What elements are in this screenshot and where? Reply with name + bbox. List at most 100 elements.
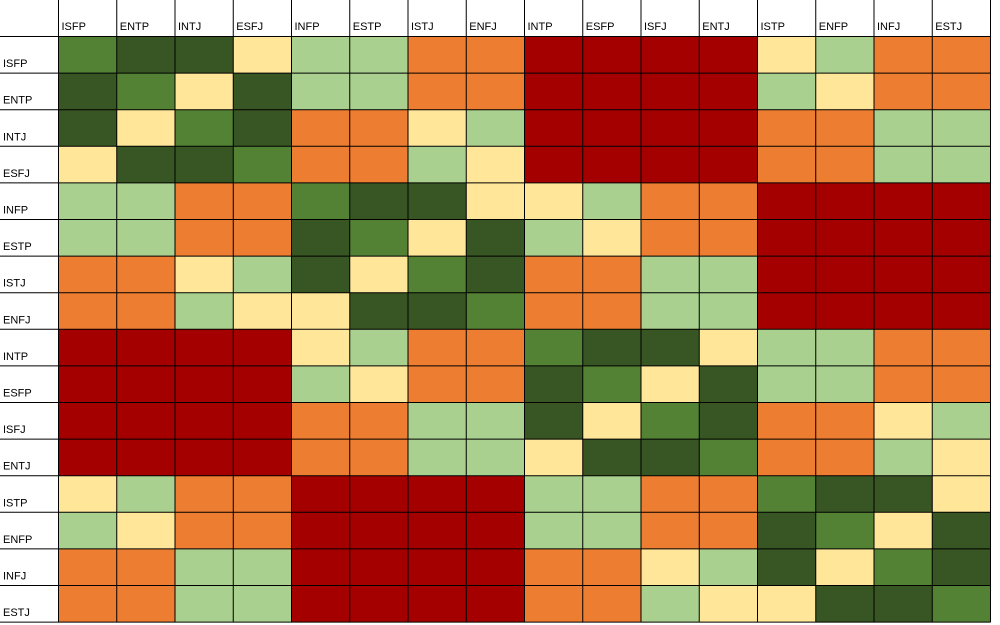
cell-infj-entj <box>699 548 758 586</box>
cell-intp-intj <box>175 329 234 366</box>
cell-entj-istj <box>408 439 467 476</box>
cell-esfj-estp <box>349 146 408 183</box>
cell-entp-entp <box>116 73 175 110</box>
cell-isfp-enfj <box>466 36 525 74</box>
cell-estj-entp <box>116 585 175 623</box>
cell-enfp-isfj <box>641 512 700 549</box>
cell-esfj-intj <box>175 146 234 183</box>
cell-entp-intp <box>524 73 583 110</box>
cell-estj-esfj <box>233 585 292 623</box>
cell-infp-estj <box>932 182 991 220</box>
cell-intp-enfj <box>466 329 525 366</box>
cell-istp-intp <box>524 475 583 513</box>
cell-isfj-entj <box>699 402 758 440</box>
cell-entp-enfp <box>815 73 874 110</box>
cell-infp-intj <box>175 182 234 220</box>
cell-infp-infp <box>291 182 350 220</box>
cell-estj-enfp <box>815 585 874 623</box>
cell-intj-esfj <box>233 109 292 147</box>
cell-entp-infp <box>291 73 350 110</box>
cell-isfp-entj <box>699 36 758 74</box>
cell-infp-entj <box>699 182 758 220</box>
cell-enfj-entp <box>116 292 175 330</box>
row-header-istp: ISTP <box>3 497 27 509</box>
cell-isfp-isfj <box>641 36 700 74</box>
cell-isfj-estp <box>349 402 408 440</box>
cell-entp-enfj <box>466 73 525 110</box>
cell-infj-isfp <box>58 548 117 586</box>
column-header-esfp: ESFP <box>586 21 615 33</box>
cell-esfp-enfj <box>466 365 525 403</box>
cell-istp-estp <box>349 475 408 513</box>
column-header-entj: ENTJ <box>702 21 730 33</box>
column-header-enfj: ENFJ <box>469 21 497 33</box>
cell-esfj-entj <box>699 146 758 183</box>
cell-istj-infj <box>874 256 933 293</box>
cell-infj-estj <box>932 548 991 586</box>
cell-estp-intj <box>175 219 234 257</box>
cell-istp-isfp <box>58 475 117 513</box>
cell-estj-infp <box>291 585 350 623</box>
cell-esfp-esfj <box>233 365 292 403</box>
cell-enfp-istj <box>408 512 467 549</box>
cell-enfj-isfp <box>58 292 117 330</box>
cell-istj-enfj <box>466 256 525 293</box>
row-header-estp: ESTP <box>3 241 32 253</box>
cell-esfp-infp <box>291 365 350 403</box>
cell-entp-istp <box>757 73 816 110</box>
cell-istp-entj <box>699 475 758 513</box>
cell-enfj-infp <box>291 292 350 330</box>
cell-intp-esfj <box>233 329 292 366</box>
cell-infj-estp <box>349 548 408 586</box>
cell-istj-intj <box>175 256 234 293</box>
cell-infj-infp <box>291 548 350 586</box>
cell-isfp-estj <box>932 36 991 74</box>
cell-esfj-esfj <box>233 146 292 183</box>
cell-infj-enfj <box>466 548 525 586</box>
cell-estj-isfj <box>641 585 700 623</box>
cell-intp-estj <box>932 329 991 366</box>
cell-isfj-isfj <box>641 402 700 440</box>
cell-esfj-estj <box>932 146 991 183</box>
column-header-intp: INTP <box>528 21 553 33</box>
cell-enfj-infj <box>874 292 933 330</box>
cell-infp-enfj <box>466 182 525 220</box>
cell-infp-entp <box>116 182 175 220</box>
cell-istp-infp <box>291 475 350 513</box>
cell-istj-estp <box>349 256 408 293</box>
cell-enfp-infp <box>291 512 350 549</box>
cell-enfj-intp <box>524 292 583 330</box>
cell-istj-entp <box>116 256 175 293</box>
cell-intp-istp <box>757 329 816 366</box>
cell-entj-esfp <box>582 439 641 476</box>
cell-enfj-esfp <box>582 292 641 330</box>
cell-entj-istp <box>757 439 816 476</box>
cell-entp-estp <box>349 73 408 110</box>
cell-enfp-entj <box>699 512 758 549</box>
cell-infj-intj <box>175 548 234 586</box>
cell-enfp-infj <box>874 512 933 549</box>
cell-istj-istj <box>408 256 467 293</box>
cell-infj-esfp <box>582 548 641 586</box>
cell-esfj-isfj <box>641 146 700 183</box>
cell-intp-infj <box>874 329 933 366</box>
column-header-esfj: ESFJ <box>236 21 263 33</box>
cell-enfp-isfp <box>58 512 117 549</box>
cell-istp-entp <box>116 475 175 513</box>
cell-istj-entj <box>699 256 758 293</box>
cell-istp-estj <box>932 475 991 513</box>
cell-esfp-estj <box>932 365 991 403</box>
row-header-esfp: ESFP <box>3 388 32 400</box>
cell-intp-isfp <box>58 329 117 366</box>
cell-enfp-intj <box>175 512 234 549</box>
cell-isfj-intp <box>524 402 583 440</box>
cell-entp-istj <box>408 73 467 110</box>
cell-isfj-enfj <box>466 402 525 440</box>
cell-estj-esfp <box>582 585 641 623</box>
cell-enfj-estp <box>349 292 408 330</box>
cell-isfp-isfp <box>58 36 117 74</box>
cell-infj-infj <box>874 548 933 586</box>
cell-estj-infj <box>874 585 933 623</box>
cell-enfj-enfj <box>466 292 525 330</box>
cell-isfj-intj <box>175 402 234 440</box>
